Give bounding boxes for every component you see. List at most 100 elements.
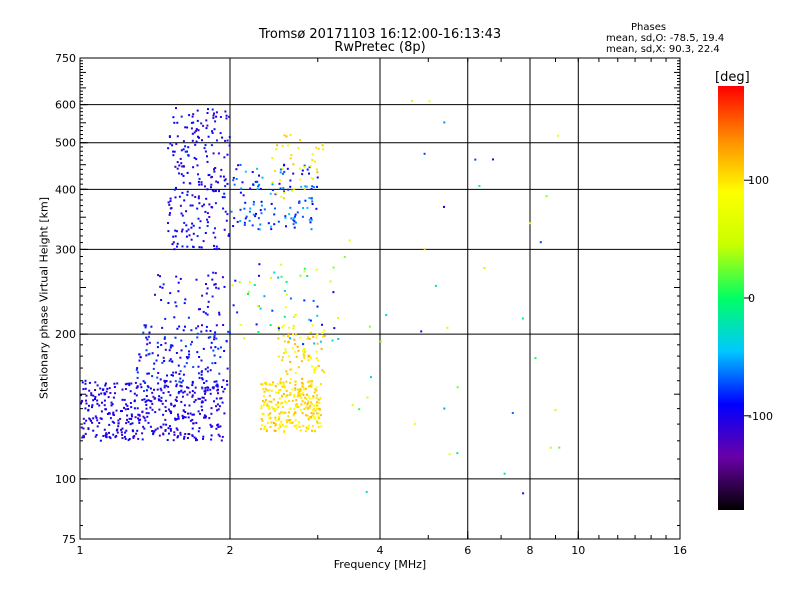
data-point xyxy=(299,388,302,391)
data-point xyxy=(184,433,187,435)
data-point xyxy=(265,399,268,401)
data-point xyxy=(138,421,141,424)
data-point xyxy=(179,157,182,160)
data-point xyxy=(213,354,216,357)
data-point xyxy=(492,158,494,161)
data-point xyxy=(301,392,304,394)
data-point xyxy=(187,316,190,319)
data-point xyxy=(174,229,177,232)
data-point xyxy=(172,116,175,119)
data-point xyxy=(216,403,219,406)
data-point xyxy=(152,367,155,370)
data-point xyxy=(283,191,285,194)
data-point xyxy=(263,208,266,211)
data-point xyxy=(205,127,208,130)
data-point xyxy=(299,429,302,432)
data-point xyxy=(90,394,93,397)
data-point xyxy=(213,112,215,115)
data-point xyxy=(288,394,291,397)
data-point xyxy=(159,387,162,390)
data-point xyxy=(285,395,288,398)
data-point xyxy=(108,423,111,426)
data-point xyxy=(197,129,200,132)
data-point xyxy=(294,333,297,336)
data-point xyxy=(207,336,210,339)
data-point xyxy=(161,286,164,289)
data-point xyxy=(337,317,339,320)
data-point xyxy=(206,305,209,308)
data-point xyxy=(261,176,264,179)
data-point xyxy=(120,410,123,412)
data-point xyxy=(123,435,126,438)
data-point xyxy=(333,327,336,330)
data-point xyxy=(211,189,214,192)
data-point xyxy=(175,142,178,145)
data-point xyxy=(294,383,297,386)
data-point xyxy=(222,379,225,382)
data-point xyxy=(257,331,260,333)
data-point xyxy=(295,221,297,224)
data-point xyxy=(243,221,246,224)
data-point xyxy=(321,369,324,372)
data-point xyxy=(291,189,293,192)
data-point xyxy=(112,396,115,399)
data-point xyxy=(196,439,198,441)
data-point xyxy=(196,119,199,122)
data-point xyxy=(180,385,183,388)
data-point xyxy=(173,248,176,251)
data-point xyxy=(217,287,220,290)
data-point xyxy=(315,146,318,149)
data-point xyxy=(413,422,416,425)
data-point xyxy=(281,411,284,413)
data-point xyxy=(218,313,221,316)
data-point xyxy=(206,221,209,224)
data-point xyxy=(529,222,532,225)
data-point xyxy=(252,183,255,186)
data-point xyxy=(126,404,129,407)
data-point xyxy=(358,408,361,411)
data-point xyxy=(169,207,172,210)
data-point xyxy=(213,170,216,173)
data-point xyxy=(448,453,451,456)
data-point xyxy=(181,395,184,398)
data-point xyxy=(308,218,311,221)
data-point xyxy=(205,329,208,332)
data-point xyxy=(310,357,313,360)
data-point xyxy=(273,213,276,216)
data-point xyxy=(320,425,323,428)
data-point xyxy=(207,108,209,111)
data-point xyxy=(155,359,158,362)
data-point xyxy=(121,427,124,430)
data-point xyxy=(306,401,309,404)
data-point xyxy=(144,382,147,384)
data-point xyxy=(96,402,99,405)
data-point xyxy=(150,325,153,328)
data-point xyxy=(210,341,213,344)
data-point xyxy=(200,122,203,125)
data-point xyxy=(214,272,217,275)
data-point xyxy=(260,212,263,215)
data-point xyxy=(312,396,315,399)
data-point xyxy=(281,359,284,362)
data-point xyxy=(307,336,310,339)
data-point xyxy=(109,392,112,394)
data-point xyxy=(201,396,204,399)
data-point xyxy=(215,384,218,387)
data-point xyxy=(281,356,284,359)
x-tick-label: 1 xyxy=(77,544,84,557)
data-point xyxy=(294,388,297,391)
data-point xyxy=(306,206,309,209)
data-point xyxy=(278,389,280,392)
data-point xyxy=(209,336,212,339)
data-point xyxy=(314,429,317,432)
data-point xyxy=(266,389,269,392)
data-point xyxy=(263,390,266,393)
data-point xyxy=(215,115,218,118)
data-point xyxy=(274,170,276,172)
data-point xyxy=(178,390,180,393)
data-point xyxy=(279,382,282,385)
data-point xyxy=(217,347,220,350)
data-point xyxy=(297,405,300,408)
data-point xyxy=(251,171,254,173)
data-point xyxy=(159,378,162,381)
